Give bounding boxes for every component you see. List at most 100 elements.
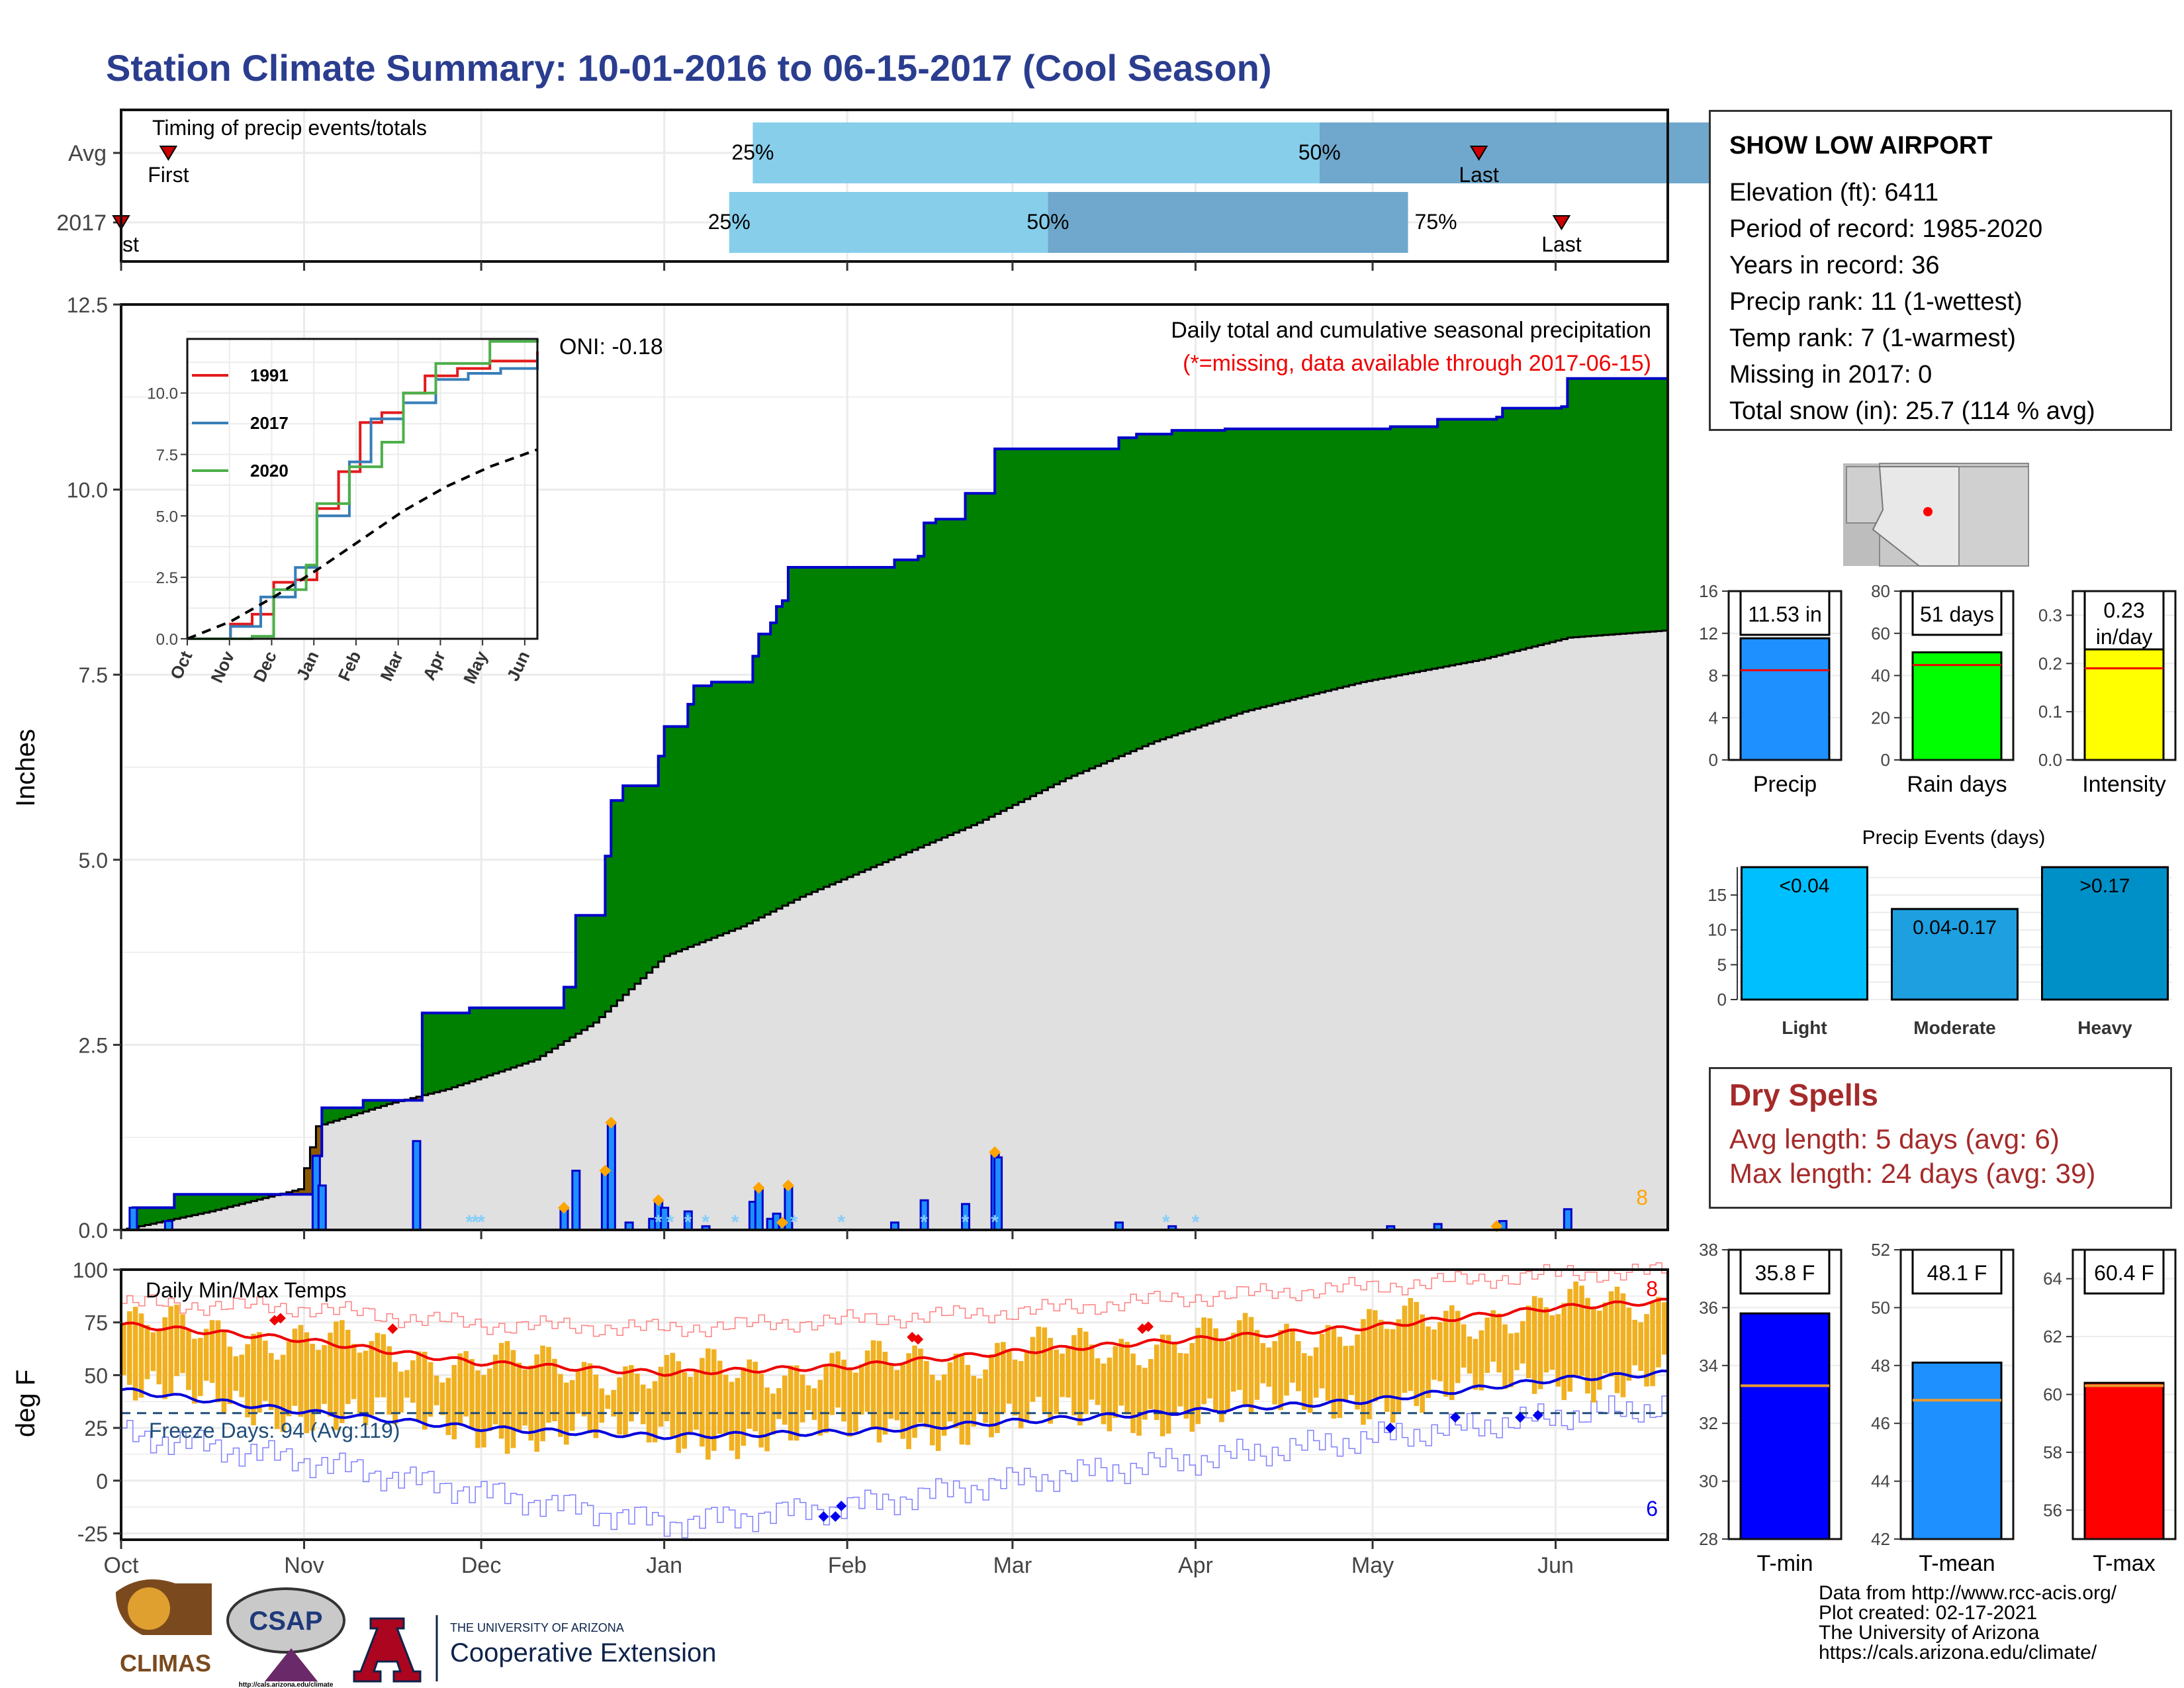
temps-daily-bar bbox=[162, 1317, 168, 1399]
temps-daily-bar bbox=[688, 1376, 693, 1432]
precip-snow-mark: * bbox=[666, 1211, 674, 1233]
precip-above-average-fill bbox=[953, 519, 960, 833]
temps-daily-bar bbox=[1632, 1319, 1638, 1366]
temps-daily-bar bbox=[1555, 1314, 1561, 1387]
temps-daily-bar bbox=[274, 1359, 280, 1429]
precip-above-average-fill bbox=[1095, 449, 1102, 767]
temps-avg-min-line bbox=[120, 1369, 1668, 1440]
temps-daily-bar bbox=[552, 1358, 557, 1421]
temps-daily-bar bbox=[245, 1344, 250, 1418]
ua-logo-big-text: Cooperative Extension bbox=[450, 1638, 716, 1667]
precip-above-average-fill bbox=[1602, 378, 1610, 635]
events-y-tick-label: 10 bbox=[1707, 920, 1727, 940]
temps-daily-bar bbox=[1095, 1358, 1101, 1405]
temps-daily-bar bbox=[1325, 1325, 1331, 1401]
temps-daily-bar bbox=[776, 1387, 782, 1419]
temps-daily-bar bbox=[741, 1367, 747, 1446]
precip-above-average-fill bbox=[150, 1207, 158, 1224]
precip-above-average-fill bbox=[1567, 378, 1574, 638]
precip-above-average-fill bbox=[1331, 428, 1338, 690]
tsum-y-tick-label: 34 bbox=[1699, 1356, 1718, 1376]
temps-daily-bar bbox=[1579, 1286, 1584, 1376]
ua-logo-small-text: THE UNIVERSITY OF ARIZONA bbox=[450, 1621, 624, 1634]
temps-panel-border bbox=[120, 1268, 1669, 1541]
temps-daily-bar bbox=[924, 1361, 929, 1428]
map-station-marker bbox=[1923, 507, 1933, 516]
precip-daily-bar bbox=[1563, 1208, 1572, 1231]
precip-above-average-fill bbox=[1650, 378, 1657, 632]
temps-daily-bar bbox=[965, 1365, 971, 1445]
temps-daily-bar bbox=[864, 1350, 870, 1412]
temps-daily-bar bbox=[1408, 1297, 1414, 1391]
temps-daily-bar bbox=[416, 1351, 422, 1423]
precip-above-average-fill bbox=[534, 1008, 541, 1060]
precip-above-average-fill bbox=[1136, 434, 1143, 749]
precip-above-average-fill bbox=[658, 756, 665, 962]
temps-daily-bar bbox=[694, 1370, 699, 1430]
tsum-y-tick-label: 58 bbox=[2043, 1442, 2062, 1462]
totals-y-tick-label: 0.0 bbox=[2038, 750, 2062, 770]
temps-daily-bar bbox=[357, 1352, 363, 1414]
precip-above-average-fill bbox=[947, 519, 954, 835]
precip-above-average-fill bbox=[1201, 430, 1208, 726]
precip-snow-mark: * bbox=[731, 1211, 739, 1233]
temps-daily-bar bbox=[345, 1329, 351, 1405]
temps-daily-bar bbox=[1083, 1331, 1089, 1415]
precip-above-average-fill bbox=[192, 1194, 199, 1215]
totals-y-tick-label: 0 bbox=[1881, 750, 1890, 770]
precip-above-average-fill bbox=[864, 567, 872, 870]
temps-daily-bar bbox=[1006, 1350, 1012, 1404]
temps-daily-bar bbox=[700, 1358, 705, 1447]
precip-snow-mark: * bbox=[991, 1211, 999, 1233]
precip-above-average-fill bbox=[1591, 378, 1598, 636]
temps-daily-bar bbox=[280, 1354, 286, 1432]
precip-below-average-fill bbox=[292, 1190, 299, 1195]
temps-daily-bar bbox=[847, 1370, 852, 1437]
timing-label-75: 75% bbox=[1415, 210, 1457, 234]
precip-above-average-fill bbox=[882, 567, 889, 863]
inset-border bbox=[186, 338, 539, 640]
totals-panel-border bbox=[2071, 590, 2177, 761]
temps-daily-bar bbox=[1638, 1322, 1643, 1372]
precip-above-average-fill bbox=[1662, 378, 1668, 631]
temps-daily-bar bbox=[1042, 1327, 1048, 1412]
inset-panel bbox=[186, 338, 539, 640]
temps-daily-bar bbox=[900, 1364, 906, 1439]
temps-daily-bar bbox=[599, 1388, 605, 1423]
temps-daily-bar bbox=[735, 1378, 741, 1460]
temps-daily-bar bbox=[788, 1365, 794, 1441]
precip-above-average-fill bbox=[263, 1194, 269, 1198]
precip-above-average-fill bbox=[1414, 426, 1420, 673]
precip-above-average-fill bbox=[1549, 408, 1557, 642]
precip-above-average-fill bbox=[357, 1107, 364, 1113]
temps-daily-bar bbox=[1077, 1327, 1083, 1426]
precip-above-average-fill bbox=[770, 622, 777, 912]
precip-above-average-fill bbox=[1048, 449, 1054, 788]
temps-daily-bar bbox=[310, 1343, 316, 1431]
temps-daily-bar bbox=[1525, 1305, 1531, 1378]
precip-above-average-fill bbox=[611, 800, 617, 1006]
temps-daily-bar bbox=[617, 1377, 622, 1435]
precip-above-average-fill bbox=[1130, 438, 1137, 751]
precip-above-average-fill bbox=[735, 682, 742, 929]
precip-above-average-fill bbox=[457, 1013, 464, 1086]
temps-daily-bar bbox=[186, 1329, 191, 1390]
precip-above-average-fill bbox=[688, 704, 694, 947]
temps-daily-bar bbox=[1307, 1356, 1313, 1413]
precip-above-average-fill bbox=[617, 800, 623, 1001]
tsum-y-tick-label: 50 bbox=[1871, 1297, 1890, 1317]
temps-daily-bar bbox=[1662, 1302, 1667, 1355]
precip-above-average-fill bbox=[168, 1207, 175, 1221]
tsum-y-tick-label: 38 bbox=[1699, 1240, 1718, 1260]
inset-legend-label: 1991 bbox=[250, 365, 289, 385]
temps-daily-bar bbox=[605, 1395, 611, 1409]
temps-y-tick-label: 75 bbox=[84, 1311, 108, 1335]
temps-daily-bar bbox=[150, 1332, 156, 1372]
precip-above-average-fill bbox=[823, 567, 830, 887]
precip-above-average-fill bbox=[1278, 428, 1285, 703]
temps-daily-bar bbox=[1012, 1359, 1018, 1416]
temps-x-tick-label: Apr bbox=[1178, 1553, 1213, 1578]
precip-above-average-fill bbox=[1248, 428, 1255, 710]
precip-corner-count: 8 bbox=[1636, 1186, 1648, 1209]
temps-daily-bar bbox=[876, 1340, 882, 1443]
